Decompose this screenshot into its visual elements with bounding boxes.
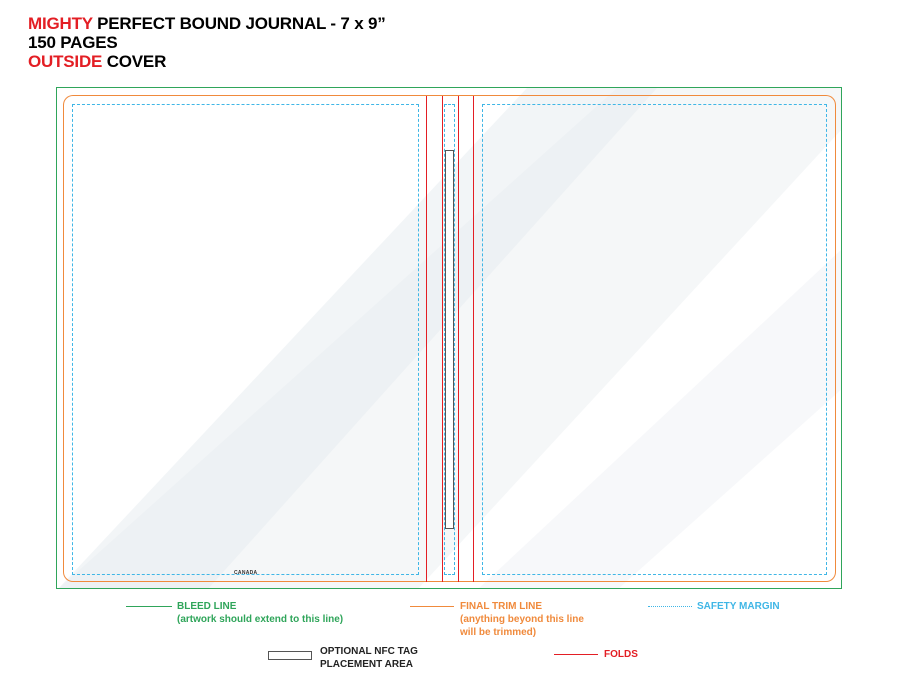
- fold-line: [442, 96, 443, 582]
- document-header: MIGHTY PERFECT BOUND JOURNAL - 7 x 9” 15…: [28, 14, 386, 71]
- legend-bleed-line: BLEED LINE (artwork should extend to thi…: [126, 600, 386, 630]
- fold-line: [473, 96, 474, 582]
- cover-side-text: COVER: [102, 52, 167, 71]
- legend-folds: FOLDS: [554, 648, 664, 664]
- trim-line-swatch: [410, 606, 454, 607]
- bleed-line-title: BLEED LINE: [177, 601, 237, 612]
- fold-line: [426, 96, 427, 582]
- safety-margin-spine: [444, 104, 455, 575]
- title-text: PERFECT BOUND JOURNAL - 7 x 9”: [92, 14, 386, 33]
- bleed-line-note: (artwork should extend to this line): [177, 614, 344, 625]
- bleed-line-swatch: [126, 606, 172, 607]
- trim-line-spine-top: [427, 95, 471, 96]
- trim-line-note: will be trimmed): [460, 627, 537, 638]
- safety-margin-title: SAFETY MARGIN: [697, 601, 780, 612]
- trim-line-note: (anything beyond this line: [460, 614, 584, 625]
- nfc-area-title: PLACEMENT AREA: [320, 659, 413, 670]
- safety-margin-front-cover: [482, 104, 827, 575]
- safety-margin-swatch: [648, 606, 692, 607]
- title-line: MIGHTY PERFECT BOUND JOURNAL - 7 x 9”: [28, 14, 386, 33]
- safety-margin-back-cover: [72, 104, 419, 575]
- fold-line: [458, 96, 459, 582]
- trim-line-title: FINAL TRIM LINE: [460, 601, 543, 612]
- nfc-area-title: OPTIONAL NFC TAG: [320, 646, 418, 657]
- trim-line-back-cover: [63, 95, 427, 582]
- nfc-area-swatch: [268, 651, 312, 660]
- legend-safety-margin: SAFETY MARGIN: [648, 600, 818, 616]
- page-count-line: 150 PAGES: [28, 33, 118, 52]
- trim-line-front-cover: [471, 95, 836, 582]
- legend-trim-line: FINAL TRIM LINE (anything beyond this li…: [410, 600, 610, 644]
- legend-nfc-area: OPTIONAL NFC TAG PLACEMENT AREA: [268, 645, 438, 673]
- imprint-text: CANADA: [234, 570, 258, 576]
- title-accent: MIGHTY: [28, 14, 93, 33]
- cover-side-line: OUTSIDE COVER: [28, 52, 386, 71]
- folds-swatch: [554, 654, 598, 655]
- cover-template: CANADA: [56, 87, 842, 589]
- nfc-tag-placement-area: [445, 150, 454, 529]
- trim-line-spine-bottom: [427, 581, 471, 582]
- cover-side-accent: OUTSIDE: [28, 52, 103, 71]
- folds-title: FOLDS: [604, 649, 638, 660]
